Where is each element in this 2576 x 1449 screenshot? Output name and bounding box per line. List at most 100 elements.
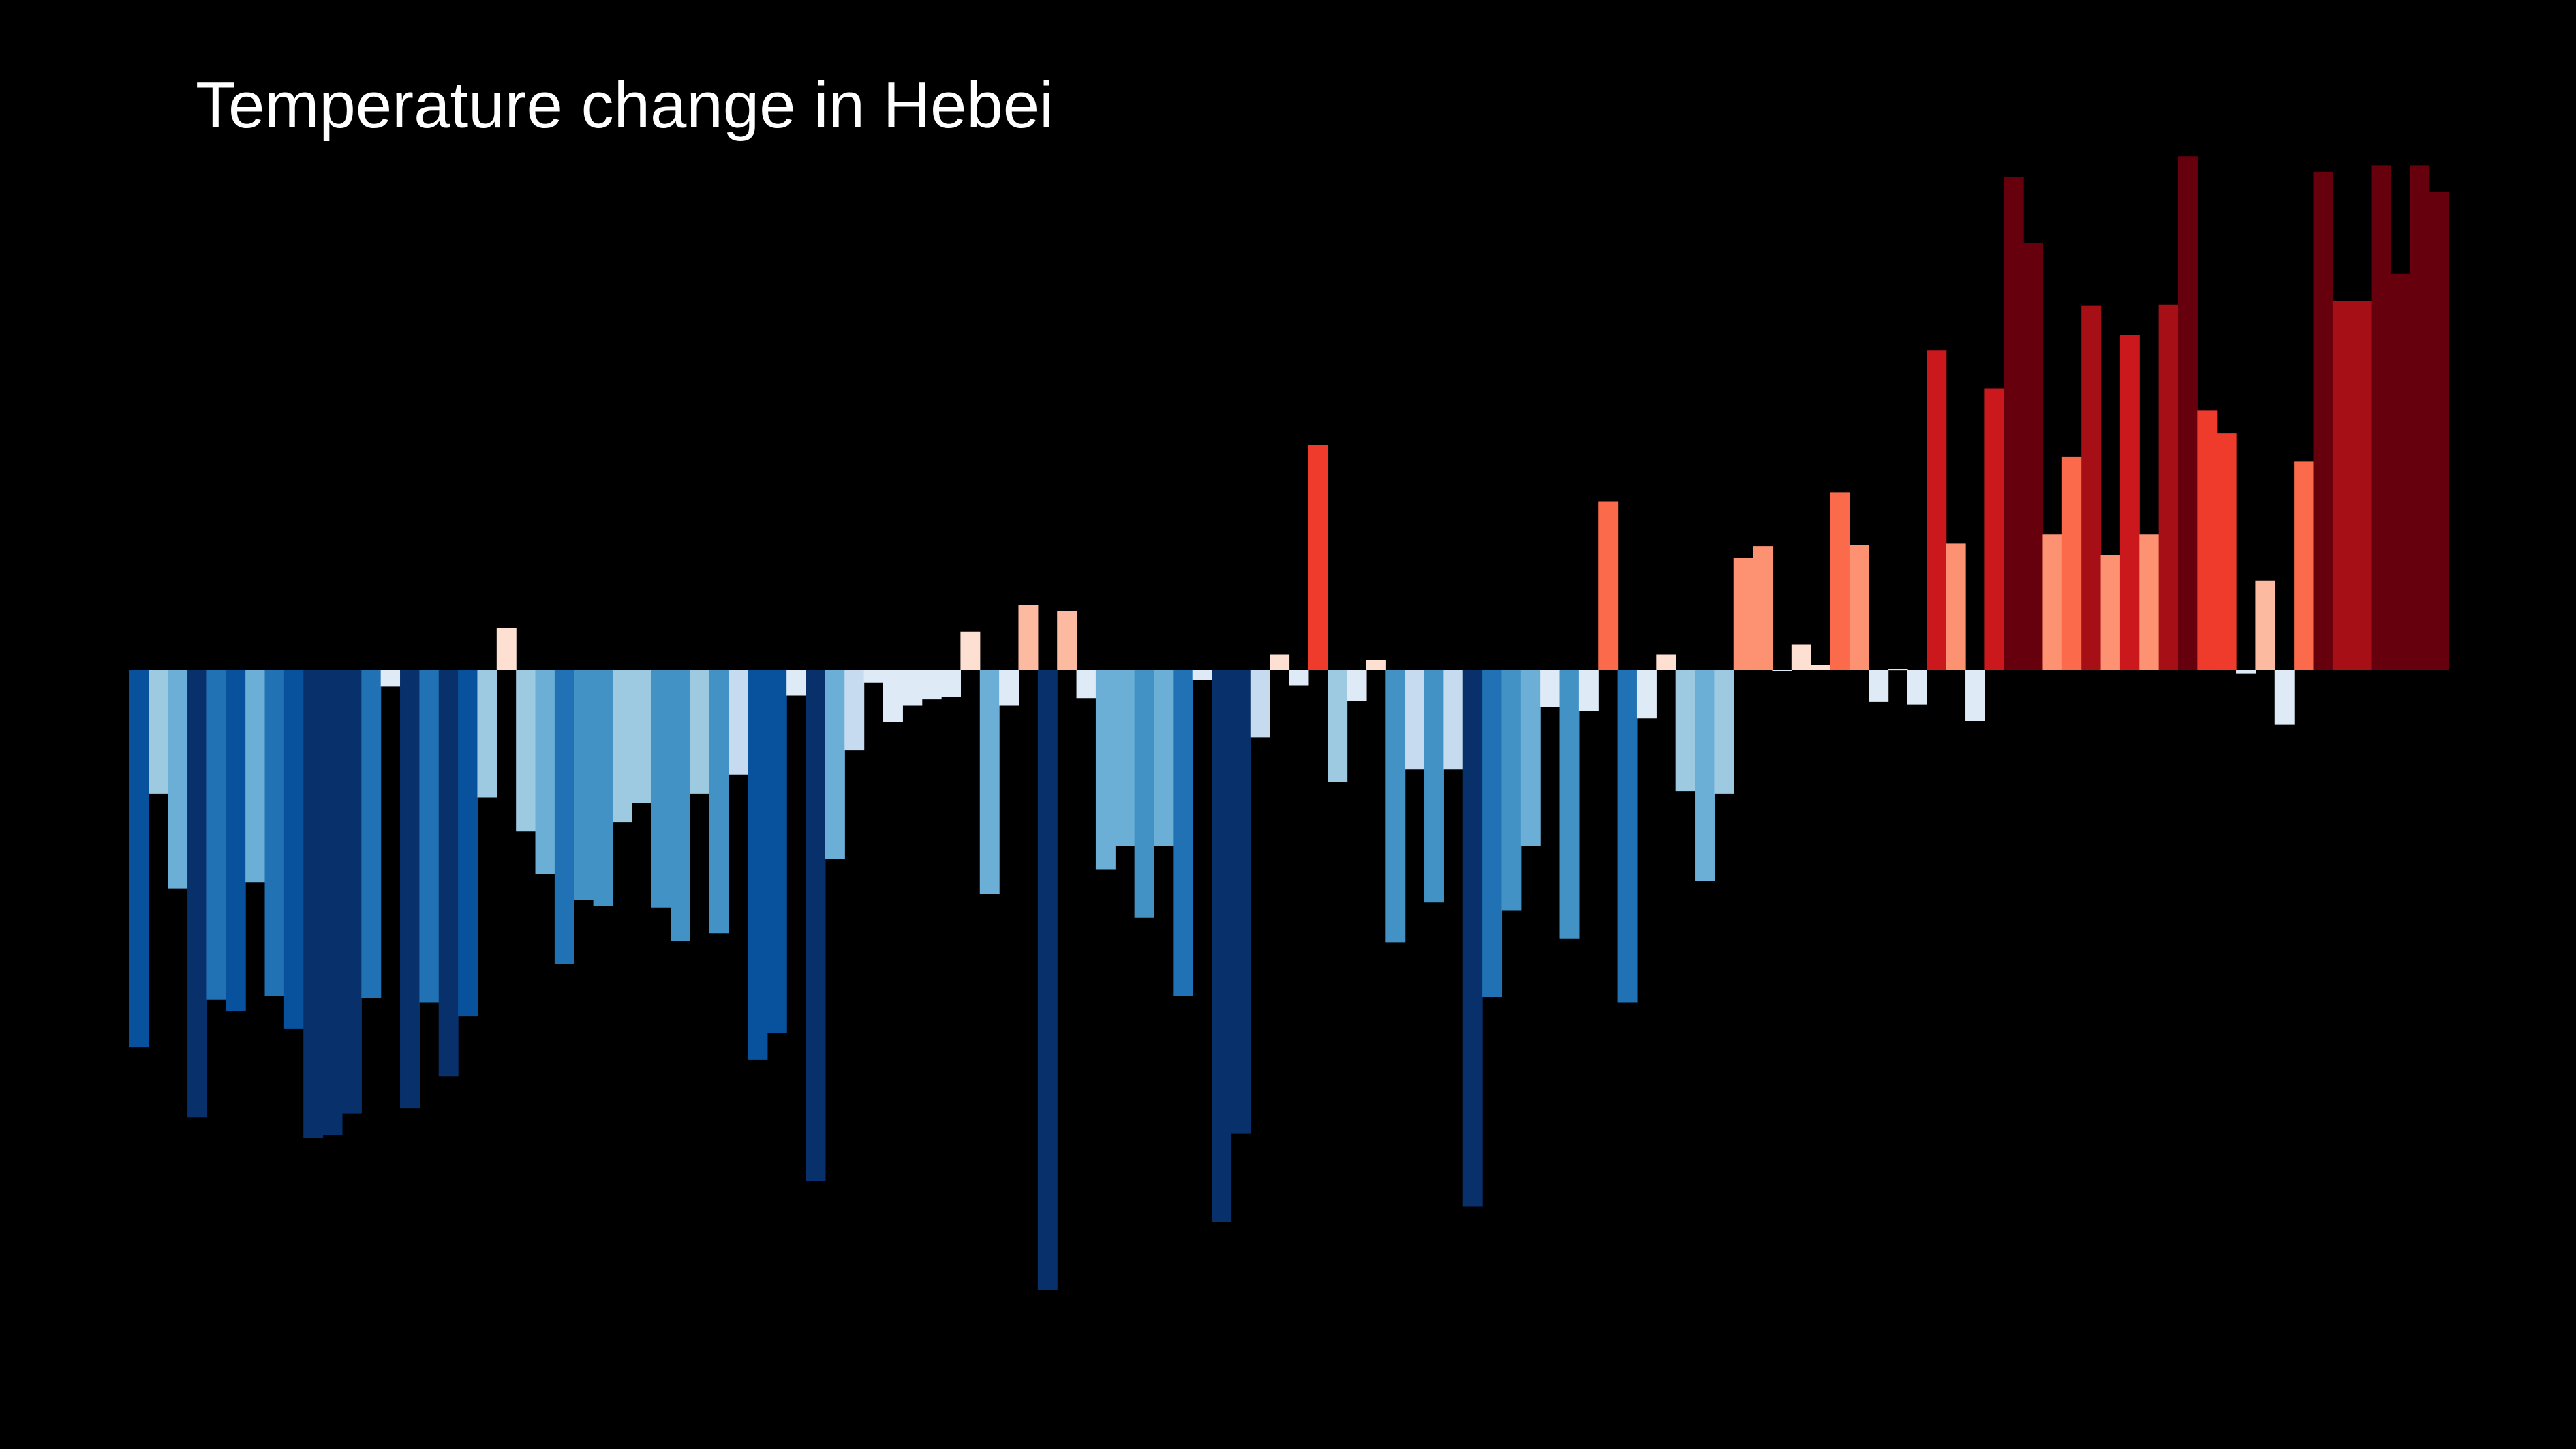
- bar: [2313, 171, 2333, 670]
- bar: [1888, 669, 1908, 671]
- bar: [1598, 501, 1619, 670]
- bar: [2371, 165, 2391, 671]
- bar: [149, 670, 169, 794]
- bar: [690, 670, 710, 794]
- bar: [767, 670, 787, 1033]
- bar: [883, 670, 903, 722]
- bar: [2352, 301, 2372, 671]
- bar: [1617, 670, 1638, 1003]
- bar: [709, 670, 729, 934]
- bar: [264, 670, 285, 996]
- bar: [1984, 388, 2005, 670]
- bar: [2139, 534, 2160, 670]
- bar: [2216, 433, 2237, 671]
- bar: [283, 670, 304, 1029]
- bar: [245, 670, 266, 883]
- bar: [1057, 611, 1077, 670]
- bar: [612, 670, 632, 823]
- bar: [1328, 670, 1348, 782]
- bar: [1462, 670, 1483, 1207]
- bar: [1095, 670, 1116, 870]
- bar: [729, 670, 749, 775]
- bar: [2119, 335, 2140, 670]
- bar: [1540, 670, 1561, 707]
- bar: [979, 670, 1000, 894]
- chart-title: Temperature change in Hebei: [196, 69, 1054, 142]
- bar: [1424, 670, 1444, 903]
- bar: [400, 670, 420, 1109]
- bar: [1482, 670, 1503, 997]
- bar: [2023, 243, 2044, 670]
- bar: [844, 670, 865, 751]
- bar: [2255, 580, 2275, 670]
- bar: [1656, 654, 1676, 670]
- bar: [1849, 545, 1869, 670]
- bar: [960, 631, 981, 670]
- bars-group: [129, 156, 2449, 1290]
- bar: [1385, 670, 1406, 943]
- bar: [1250, 670, 1270, 738]
- bar: [535, 670, 555, 874]
- bar: [941, 670, 962, 697]
- bar: [1965, 670, 1985, 721]
- bar: [1289, 670, 1309, 686]
- bar: [2236, 670, 2256, 674]
- bar: [786, 670, 807, 696]
- bar: [477, 670, 497, 798]
- bar: [1192, 670, 1212, 680]
- bar: [671, 670, 690, 941]
- bar: [1946, 543, 1966, 671]
- bar: [593, 670, 613, 906]
- bar: [1559, 670, 1580, 939]
- bar: [1907, 670, 1927, 705]
- bar: [1018, 605, 1039, 671]
- bar: [632, 670, 652, 803]
- bar: [516, 670, 536, 832]
- bar: [825, 670, 845, 859]
- bar: [902, 670, 923, 706]
- bar: [380, 670, 401, 687]
- bar: [1115, 670, 1135, 846]
- bar: [1173, 670, 1193, 996]
- bar: [1520, 670, 1541, 846]
- bar: [2042, 534, 2063, 670]
- bar: [1675, 670, 1696, 792]
- bar: [496, 628, 517, 671]
- bar: [2390, 273, 2410, 670]
- bar: [187, 670, 208, 1118]
- bar: [1405, 670, 1425, 770]
- bar: [1501, 670, 1522, 911]
- bar: [2158, 304, 2179, 670]
- bar: [1231, 670, 1251, 1134]
- bar: [1830, 492, 1850, 671]
- bar: [1366, 660, 1386, 670]
- bar: [1443, 670, 1464, 770]
- bar: [322, 670, 343, 1135]
- bar: [1134, 670, 1154, 918]
- bar: [1869, 670, 1889, 702]
- bar: [1153, 670, 1174, 846]
- bar: [303, 670, 324, 1138]
- bar: [748, 670, 768, 1060]
- bar: [1772, 670, 1792, 671]
- bar: [206, 670, 227, 1000]
- bar: [1636, 670, 1657, 719]
- bar: [1927, 350, 1947, 670]
- bar: [2410, 165, 2430, 671]
- bar: [438, 670, 459, 1077]
- bar: [1037, 670, 1058, 1290]
- bar: [1347, 670, 1367, 701]
- bar: [458, 670, 478, 1017]
- bar: [1811, 665, 1831, 670]
- bar: [2332, 301, 2352, 671]
- bar: [999, 670, 1019, 706]
- bar: [806, 670, 826, 1181]
- bar: [2294, 461, 2314, 671]
- bar: [129, 670, 149, 1048]
- bar: [921, 670, 942, 700]
- bar: [1578, 670, 1599, 711]
- bar: [1733, 558, 1753, 670]
- bar: [341, 670, 362, 1114]
- bar: [2429, 192, 2449, 670]
